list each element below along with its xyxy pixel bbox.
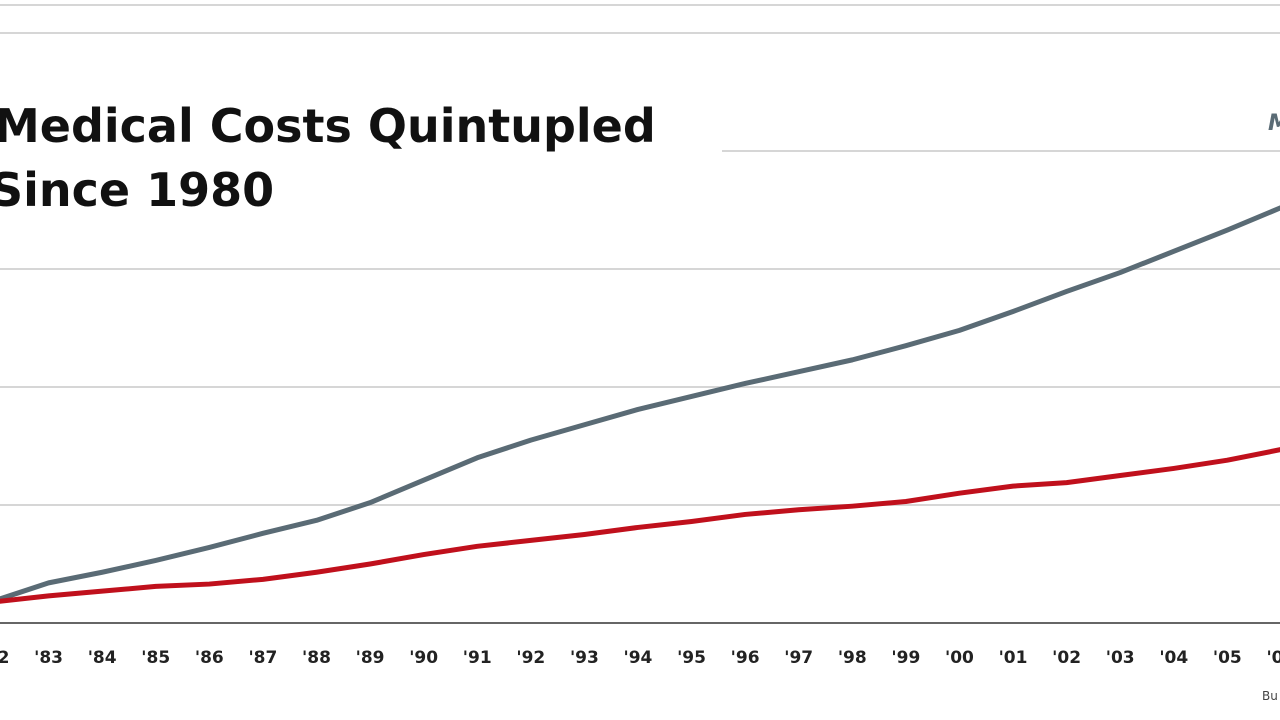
x-tick-label: '97 — [784, 648, 813, 668]
x-tick-label: '90 — [409, 648, 438, 668]
x-tick-label: '01 — [999, 648, 1028, 668]
source-fragment: Bu — [1262, 689, 1278, 703]
legend-fragment: M — [1268, 111, 1280, 136]
x-tick-label: '00 — [945, 648, 974, 668]
x-tick-label: '98 — [838, 648, 867, 668]
x-tick-label: '93 — [570, 648, 599, 668]
x-tick-label: '94 — [624, 648, 653, 668]
x-tick-label: '84 — [88, 648, 117, 668]
x-tick-label: '99 — [891, 648, 920, 668]
x-tick-label: '06 — [1266, 648, 1280, 668]
chart-title: Medical Costs Quintupled — [0, 99, 656, 153]
x-tick-label: '89 — [356, 648, 385, 668]
x-tick-label: '91 — [463, 648, 492, 668]
x-tick-label: '96 — [731, 648, 760, 668]
x-tick-label: '03 — [1106, 648, 1135, 668]
x-tick-label: '88 — [302, 648, 331, 668]
x-tick-label: '86 — [195, 648, 224, 668]
x-tick-label: '92 — [516, 648, 545, 668]
series-line — [0, 447, 1280, 604]
x-tick-label: '05 — [1213, 648, 1242, 668]
series-line — [0, 205, 1280, 602]
x-tick-label: '83 — [34, 648, 63, 668]
x-tick-label: '02 — [1052, 648, 1081, 668]
title-backdrop — [0, 70, 722, 230]
chart-title: Since 1980 — [0, 163, 274, 217]
x-tick-label: '95 — [677, 648, 706, 668]
x-tick-label: '04 — [1159, 648, 1188, 668]
x-tick-label: '85 — [141, 648, 170, 668]
x-tick-label: '82 — [0, 648, 9, 668]
x-tick-label: '87 — [248, 648, 277, 668]
